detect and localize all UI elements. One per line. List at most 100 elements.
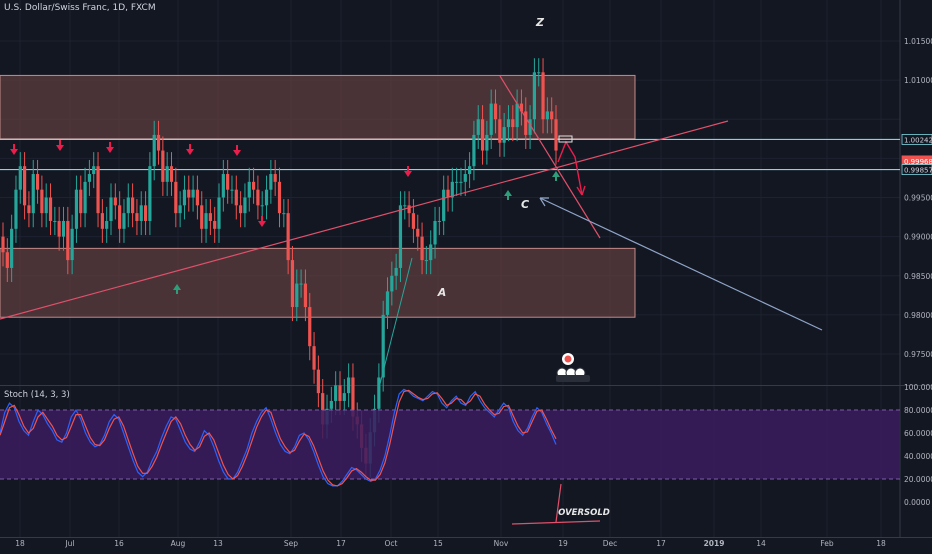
time-tick-label: 17 xyxy=(656,539,666,548)
stoch-title: Stoch (14, 3, 3) xyxy=(4,390,70,400)
candle-body xyxy=(79,189,83,214)
candle-body xyxy=(230,189,234,191)
candle-body xyxy=(27,205,31,214)
candle-body xyxy=(1,236,5,253)
candle-body xyxy=(308,307,312,347)
candle-body xyxy=(122,213,126,229)
candle-body xyxy=(96,166,100,214)
candle-body xyxy=(131,197,135,214)
candle-body xyxy=(424,260,428,262)
candle-body xyxy=(53,220,57,222)
down-arrow-marker xyxy=(56,140,64,151)
oversold-pointer xyxy=(555,483,562,523)
candle-body xyxy=(48,197,53,221)
stoch-tick-label: 100.0000 xyxy=(904,383,932,392)
candle-body xyxy=(83,181,87,214)
candle-body xyxy=(403,205,407,207)
projection-arrow-line xyxy=(539,197,823,331)
candle-body xyxy=(407,205,411,214)
candle-body xyxy=(169,166,174,182)
candle-body xyxy=(92,166,96,175)
candle-body xyxy=(506,119,511,128)
candle-body xyxy=(165,166,169,182)
candle-body xyxy=(489,103,493,135)
candle-body xyxy=(187,189,191,198)
candle-body xyxy=(528,119,532,135)
candle-body xyxy=(420,236,424,261)
candle-body xyxy=(446,189,450,198)
time-tick-label: Dec xyxy=(603,539,618,548)
candle-body xyxy=(178,205,182,214)
candle-body xyxy=(295,283,299,308)
time-tick-label: 19 xyxy=(558,539,568,548)
candle-body xyxy=(200,205,204,229)
candle-body xyxy=(66,220,70,261)
candle-body xyxy=(234,189,238,206)
candle-body xyxy=(126,197,130,214)
candle-body xyxy=(532,72,536,120)
candle-body xyxy=(174,181,178,214)
candle-body xyxy=(31,174,35,214)
candle-body xyxy=(273,174,277,182)
candle-body xyxy=(493,103,498,120)
news-icon-bar xyxy=(556,375,590,382)
candle-body xyxy=(152,134,156,167)
oversold-label-bg xyxy=(560,506,608,518)
candle-body xyxy=(109,197,113,221)
candle-body xyxy=(519,103,524,112)
candle-body xyxy=(541,72,545,120)
candle-body xyxy=(113,197,117,206)
candle-body xyxy=(87,174,92,182)
candle-body xyxy=(57,220,61,237)
candle-body xyxy=(282,213,286,215)
candle-body xyxy=(239,205,243,214)
candle-body xyxy=(433,220,437,245)
candle-body xyxy=(213,220,217,229)
candle-body xyxy=(118,205,122,229)
time-tick-label: Sep xyxy=(284,539,298,548)
candle-body xyxy=(221,174,225,198)
price-badge xyxy=(901,134,932,145)
candle-body xyxy=(277,181,282,214)
candle-body xyxy=(467,166,472,175)
price-tick-label: 0.98000 xyxy=(904,311,932,320)
candle-body xyxy=(208,213,212,221)
candle-body xyxy=(321,393,325,425)
candle-body xyxy=(442,189,446,221)
candle-body xyxy=(40,189,44,214)
price-tick-label: 0.99500 xyxy=(904,194,932,203)
time-tick-label: 18 xyxy=(876,539,886,548)
candle-body xyxy=(342,393,346,401)
time-tick-label: Aug xyxy=(171,539,186,548)
candle-body xyxy=(290,260,295,308)
candle-body xyxy=(14,189,18,229)
wave-label: A xyxy=(437,286,447,299)
oversold-underline xyxy=(511,520,601,525)
candle-body xyxy=(156,134,161,151)
candle-body xyxy=(312,346,316,370)
candle-body xyxy=(351,377,355,417)
oversold-label: OVERSOLD xyxy=(558,508,610,518)
price-badge-label: 0.99968 xyxy=(904,158,932,166)
ascending-trendline xyxy=(0,120,729,320)
candle-body xyxy=(35,174,40,190)
candle-body xyxy=(338,385,342,401)
candle-body xyxy=(139,205,143,221)
event-icon-dot xyxy=(564,355,572,363)
down-arrow-marker xyxy=(10,144,18,155)
up-arrow-marker xyxy=(552,171,560,181)
candle-body xyxy=(61,220,66,237)
candle-body xyxy=(217,197,221,229)
candle-body xyxy=(450,181,454,198)
time-tick-label: 15 xyxy=(433,539,443,548)
up-arrow-marker xyxy=(504,190,512,200)
candle-body xyxy=(377,377,381,409)
candle-body xyxy=(385,291,390,315)
projection-arrow-head xyxy=(539,197,549,207)
chart-title: U.S. Dollar/Swiss Franc, 1D, FXCM xyxy=(4,3,156,13)
time-tick-label: 17 xyxy=(336,539,346,548)
candle-body xyxy=(23,166,27,206)
candle-body xyxy=(74,189,79,229)
up-arrow-marker xyxy=(173,284,181,294)
